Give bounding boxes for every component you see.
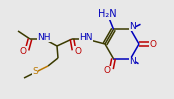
Text: S: S [32,68,38,77]
Text: O: O [104,66,111,75]
Text: N: N [129,22,136,31]
Text: H₂N: H₂N [98,9,117,19]
Text: O: O [74,47,81,56]
Text: N: N [129,57,136,66]
Text: NH: NH [37,32,51,41]
Text: O: O [19,47,26,56]
Text: O: O [149,40,156,49]
Text: HN: HN [79,32,93,41]
